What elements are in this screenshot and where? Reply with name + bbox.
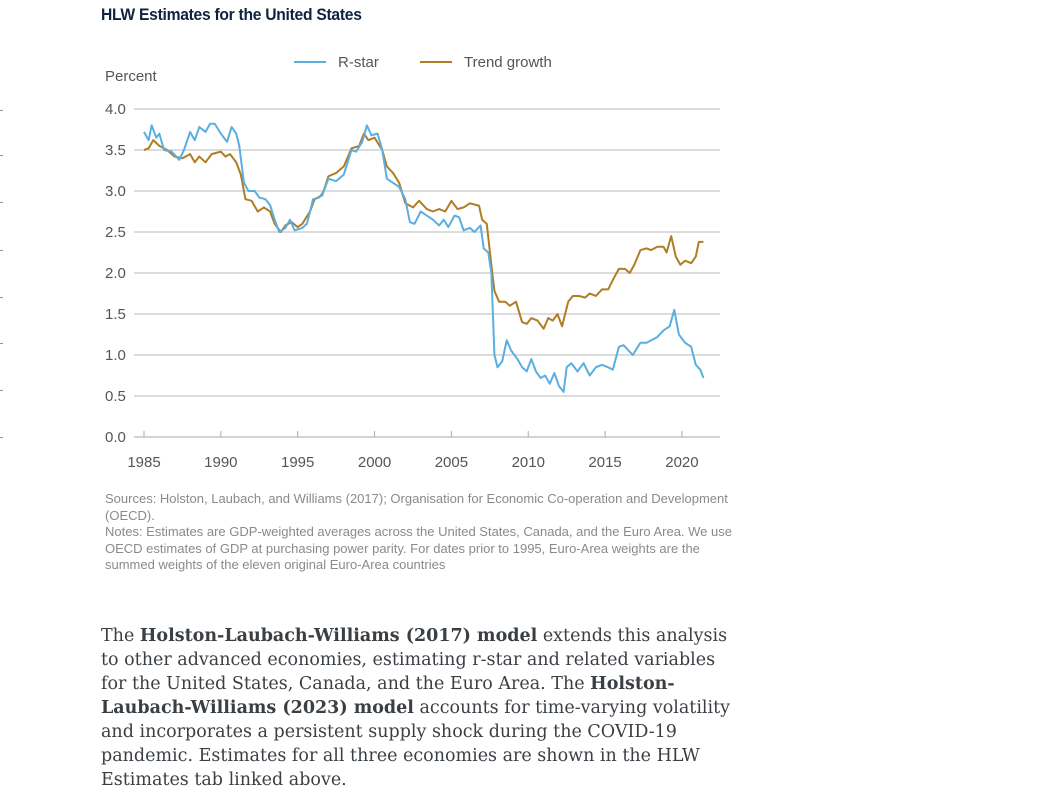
x-tick-label: 2015	[588, 454, 621, 471]
y-tick-label: 1.0	[105, 347, 126, 364]
para-text: accounts for time-varying volatility and…	[101, 698, 731, 790]
y-tick-label: 1.5	[105, 306, 126, 323]
edge-mark	[0, 110, 3, 111]
edge-mark	[0, 250, 3, 251]
para-text: extends this analysis to other advanced …	[101, 626, 728, 694]
x-tick-label: 2000	[358, 454, 391, 471]
x-tick-label: 2020	[665, 454, 698, 471]
x-tick-label: 2005	[435, 454, 468, 471]
sources-text: Sources: Holston, Laubach, and Williams …	[105, 491, 728, 523]
edge-mark	[0, 202, 3, 203]
para-text: The	[101, 626, 140, 646]
chart-title: HLW Estimates for the United States	[101, 5, 362, 24]
legend-label: R-star	[338, 54, 379, 71]
y-tick-label: 2.0	[105, 265, 126, 282]
x-tick-label: 2010	[512, 454, 545, 471]
hlw-2017-link[interactable]: Holston-Laubach-Williams (2017) model	[139, 626, 538, 646]
body-paragraph: The Holston-Laubach-Williams (2017) mode…	[101, 624, 741, 792]
series-line-trend-growth	[143, 132, 704, 330]
edge-mark	[0, 390, 3, 391]
y-tick-label: 3.5	[105, 142, 126, 159]
notes-text: Notes: Estimates are GDP-weighted averag…	[105, 524, 732, 572]
series-line-r-star	[143, 122, 705, 393]
y-tick-label: 4.0	[105, 101, 126, 118]
y-tick-label: 3.0	[105, 183, 126, 200]
x-tick-label: 1990	[204, 454, 237, 471]
y-axis-label: Percent	[105, 68, 158, 85]
y-tick-label: 0.5	[105, 388, 126, 405]
edge-mark	[0, 437, 3, 438]
edge-mark	[0, 343, 3, 344]
legend-label: Trend growth	[464, 54, 552, 71]
edge-mark	[0, 297, 3, 298]
x-tick-label: 1985	[127, 454, 160, 471]
x-tick-label: 1995	[281, 454, 314, 471]
hlw-2023-link[interactable]: Holston-Laubach-Williams (2023) model	[101, 674, 675, 718]
y-tick-label: 0.0	[105, 429, 126, 446]
line-chart: 0.0 0.5 1.0 1.5 2.0 2.5 3.0 3.5 4.0 1985 1990 1995 2…	[105, 54, 720, 471]
y-tick-label: 2.5	[105, 224, 126, 241]
edge-mark	[0, 155, 3, 156]
chart-notes: Sources: Holston, Laubach, and Williams …	[105, 491, 745, 574]
